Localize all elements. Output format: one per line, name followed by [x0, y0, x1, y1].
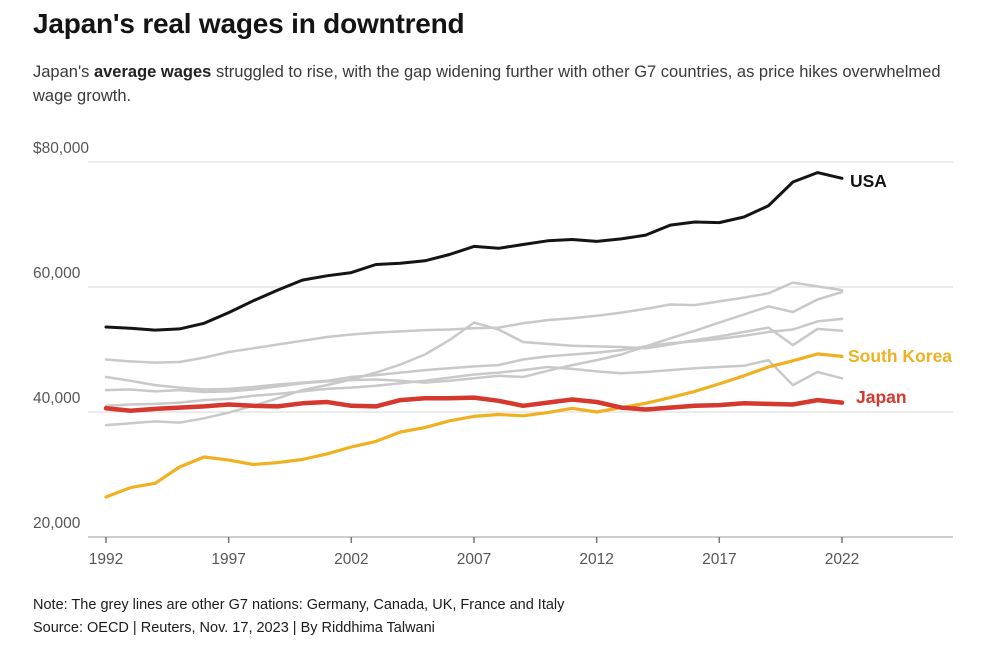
subtitle-text: Japan's [33, 63, 94, 81]
x-tick-label-2007: 2007 [456, 551, 492, 568]
south-korea-line [104, 352, 844, 499]
subtitle-bold-text: average wages [93, 63, 212, 81]
uk-line [104, 321, 844, 427]
y-tick-label-60000: 60,000 [33, 265, 81, 282]
x-tick-label-2002: 2002 [334, 551, 369, 568]
usa-series-label: USA [850, 171, 887, 191]
japan-series-label: Japan [856, 387, 907, 407]
canada-line [104, 281, 844, 364]
japan-line [103, 395, 845, 414]
page-title: Japan's real wages in downtrend [33, 8, 465, 39]
x-tick-label-2012: 2012 [579, 551, 614, 568]
y-tick-label-40000: 40,000 [33, 390, 81, 407]
germany-line [104, 290, 844, 394]
x-tick-label-2017: 2017 [702, 551, 737, 568]
x-tick-label-1992: 1992 [88, 551, 124, 568]
south-korea-series-label: South Korea [848, 346, 953, 366]
subtitle-text-tail: struggled to rise, with the gap widening… [33, 63, 941, 106]
x-tick-label-1997: 1997 [211, 551, 246, 568]
france-line [104, 317, 844, 391]
chart-subtitle: Japan's average wages struggled to rise,… [33, 60, 958, 109]
italy-line [104, 358, 844, 408]
y-tick-label-80000: $80,000 [33, 140, 90, 157]
x-tick-label-2022: 2022 [824, 551, 860, 568]
chart-note: Note: The grey lines are other G7 nation… [33, 597, 565, 613]
chart-source: Source: OECD | Reuters, Nov. 17, 2023 | … [33, 620, 435, 636]
y-tick-label-20000: 20,000 [33, 515, 81, 532]
usa-line [104, 171, 844, 332]
